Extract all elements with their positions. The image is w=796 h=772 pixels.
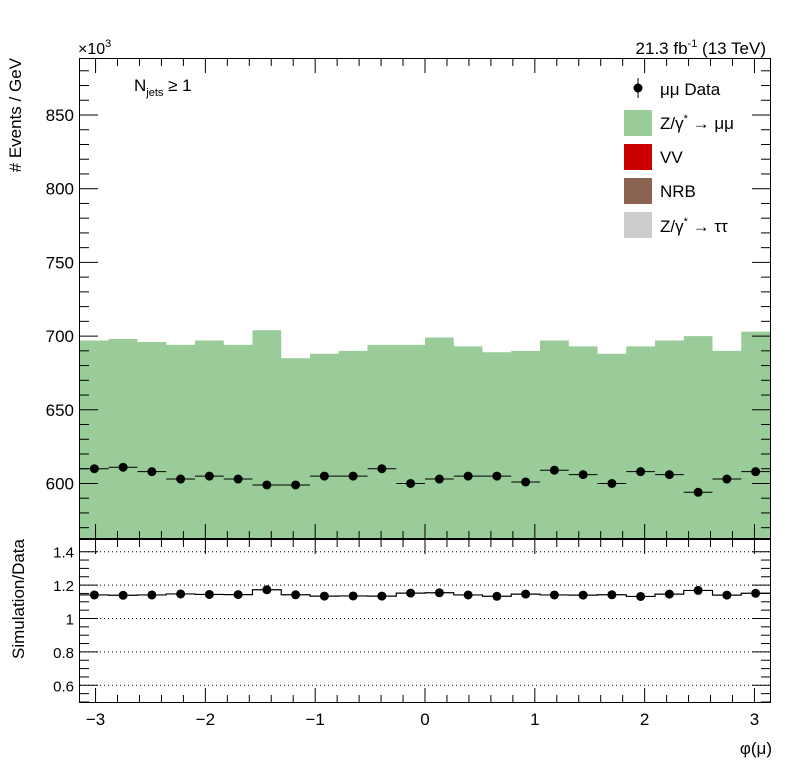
legend-entry-ztautau: Z/γ* → ττ [624,212,728,238]
ratio-axis-ticks: 0.6 0.8 1 1.2 1.4 −3 −2 −1 0 1 2 3 [53,540,770,729]
x-tick-label: 1 [530,710,539,729]
legend-entry-data: μμ Data [633,78,721,99]
y-tick-label: 650 [46,401,74,420]
data-point [118,462,128,472]
data-point [291,480,301,490]
legend-label-nrb: NRB [660,182,696,201]
data-point [406,478,416,488]
ratio-y-tick-label: 1.4 [53,545,74,562]
y-tick-label: 700 [46,327,74,346]
y-multiplier: ×103 [78,38,111,58]
x-tick-label: 2 [640,710,649,729]
ratio-point [176,589,186,599]
data-point [549,465,559,475]
main-y-axis-title: # Events / GeV [6,57,25,172]
zmumu-stack-fill [80,330,770,538]
ratio-grid [80,551,770,686]
data-point [233,474,243,484]
ratio-point [463,590,473,600]
data-point [693,487,703,497]
data-point [176,474,186,484]
data-point [204,471,214,481]
x-tick-label: 0 [420,710,429,729]
ratio-point [521,589,531,599]
main-frame [79,58,771,539]
data-point [262,480,272,490]
data-point [319,471,329,481]
data-point [492,471,502,481]
ratio-point [406,588,416,598]
data-point [521,477,531,487]
ratio-point [636,591,646,601]
data-points-layer [80,462,770,497]
ratio-point [89,590,99,600]
ratio-y-axis-title: Simulation/Data [9,538,28,659]
ratio-point [291,590,301,600]
legend-swatch-zmumu [624,110,652,136]
x-tick-label: −1 [305,710,324,729]
ratio-point [204,589,214,599]
x-tick-label: −2 [196,710,215,729]
ratio-point [607,590,617,600]
data-point [607,478,617,488]
ratio-step-line [80,589,770,598]
njets-annotation: Njets ≥ 1 [134,76,192,99]
data-point [578,470,588,480]
y-tick-label: 600 [46,474,74,493]
ratio-point [492,591,502,601]
ratio-point [434,588,444,598]
ratio-point [751,588,761,598]
data-point [751,467,761,477]
legend-entry-vv: VV [624,144,683,170]
y-tick-label: 800 [46,180,74,199]
data-point [147,467,157,477]
x-tick-label: 3 [750,710,759,729]
x-tick-label: −3 [86,710,105,729]
ratio-point [118,590,128,600]
data-point [722,474,732,484]
ratio-point [147,590,157,600]
ratio-y-tick-label: 0.8 [53,645,74,662]
ratio-y-tick-label: 1 [66,611,74,628]
ratio-y-tick-label: 0.6 [53,678,74,695]
ratio-point [262,585,272,595]
data-point [89,464,99,474]
data-point [636,467,646,477]
legend-label-ztautau: Z/γ* → ττ [660,216,728,236]
ratio-point [549,590,559,600]
ratio-point [233,590,243,600]
ratio-point [578,590,588,600]
luminosity-label: 21.3 fb-1 (13 TeV) [636,38,766,58]
legend-swatch-nrb [624,178,652,204]
legend-entry-zmumu: Z/γ* → μμ [624,110,734,136]
x-axis-title: φ(μ) [740,739,772,758]
y-tick-label: 750 [46,253,74,272]
legend-swatch-vv [624,144,652,170]
ratio-y-tick-label: 1.2 [53,578,74,595]
ratio-point [348,591,358,601]
stack-fill-layer [80,330,770,538]
y-tick-label: 850 [46,106,74,125]
legend: μμ Data Z/γ* → μμ VV NRB Z/γ* → ττ [624,78,734,238]
data-point [664,470,674,480]
ratio-point [693,585,703,595]
ratio-point [722,590,732,600]
legend-entry-nrb: NRB [624,178,696,204]
data-point [463,471,473,481]
ratio-frame [79,539,771,703]
legend-label-zmumu: Z/γ* → μμ [660,113,734,133]
main-axis-ticks: 600 650 700 750 800 850 [46,59,770,538]
legend-data-marker [633,83,643,93]
ratio-point [377,591,387,601]
ratio-points-layer [80,585,770,601]
ratio-point [664,589,674,599]
legend-label-vv: VV [660,148,683,167]
legend-label-data: μμ Data [660,80,721,99]
data-point [377,464,387,474]
ratio-point [319,591,329,601]
data-point [434,474,444,484]
legend-swatch-ztautau [624,212,652,238]
data-point [348,471,358,481]
